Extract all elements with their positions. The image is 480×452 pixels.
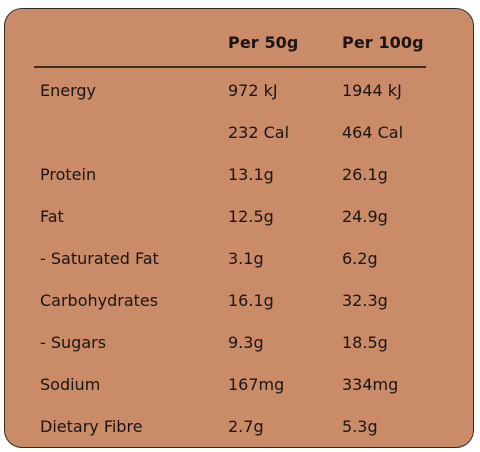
table-row: - Sugars 9.3g 18.5g bbox=[5, 323, 473, 365]
row-value-per-50g: 13.1g bbox=[228, 165, 274, 184]
nutrition-table-panel: Per 50g Per 100g Energy 972 kJ 1944 kJ 2… bbox=[4, 8, 474, 448]
row-value-per-50g: 167mg bbox=[228, 375, 285, 394]
header-divider bbox=[34, 66, 426, 68]
table-row: Energy 972 kJ 1944 kJ bbox=[5, 71, 473, 113]
table-row: Carbohydrates 16.1g 32.3g bbox=[5, 281, 473, 323]
row-label: Energy bbox=[40, 81, 97, 100]
row-value-per-100g: 24.9g bbox=[342, 207, 388, 226]
table-row: Dietary Fibre 2.7g 5.3g bbox=[5, 407, 473, 449]
table-row: Protein 13.1g 26.1g bbox=[5, 155, 473, 197]
row-value-per-100g: 18.5g bbox=[342, 333, 388, 352]
table-row: - Saturated Fat 3.1g 6.2g bbox=[5, 239, 473, 281]
table-row: 232 Cal 464 Cal bbox=[5, 113, 473, 155]
row-value-per-100g: 464 Cal bbox=[342, 123, 404, 142]
row-value-per-50g: 3.1g bbox=[228, 249, 264, 268]
row-value-per-50g: 972 kJ bbox=[228, 81, 278, 100]
row-value-per-50g: 16.1g bbox=[228, 291, 274, 310]
row-value-per-100g: 5.3g bbox=[342, 417, 378, 436]
table-row: Fat 12.5g 24.9g bbox=[5, 197, 473, 239]
header-per-50g: Per 50g bbox=[228, 33, 299, 52]
table-row: Sodium 167mg 334mg bbox=[5, 365, 473, 407]
row-value-per-100g: 334mg bbox=[342, 375, 399, 394]
table-body: Energy 972 kJ 1944 kJ 232 Cal 464 Cal Pr… bbox=[5, 71, 473, 449]
row-value-per-50g: 232 Cal bbox=[228, 123, 290, 142]
table-header: Per 50g Per 100g bbox=[5, 9, 473, 67]
row-label: Sodium bbox=[40, 375, 101, 394]
row-label: Carbohydrates bbox=[40, 291, 159, 310]
row-value-per-100g: 32.3g bbox=[342, 291, 388, 310]
row-label: Dietary Fibre bbox=[40, 417, 143, 436]
row-value-per-50g: 12.5g bbox=[228, 207, 274, 226]
row-label: Protein bbox=[40, 165, 97, 184]
row-label: - Saturated Fat bbox=[40, 249, 159, 268]
row-label: Fat bbox=[40, 207, 64, 226]
row-value-per-100g: 1944 kJ bbox=[342, 81, 402, 100]
row-value-per-50g: 9.3g bbox=[228, 333, 264, 352]
header-per-100g: Per 100g bbox=[342, 33, 424, 52]
row-value-per-100g: 6.2g bbox=[342, 249, 378, 268]
row-value-per-50g: 2.7g bbox=[228, 417, 264, 436]
row-label: - Sugars bbox=[40, 333, 107, 352]
row-value-per-100g: 26.1g bbox=[342, 165, 388, 184]
